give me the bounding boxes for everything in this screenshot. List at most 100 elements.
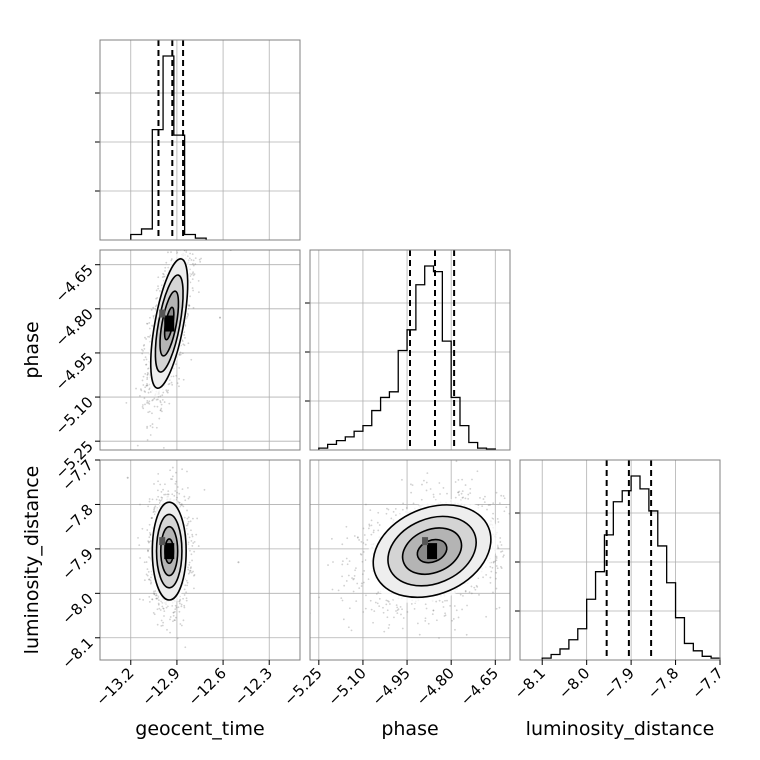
scatter-point [158,499,161,502]
scatter-point [438,482,441,484]
scatter-point [464,497,467,500]
scatter-point [362,611,365,613]
y-tick-label-luminosity_distance: −8.1 [58,634,96,672]
scatter-point [184,584,187,587]
density-cell [159,537,166,546]
hist-luminosity_distance-frame [519,459,721,661]
scatter-point [351,577,353,579]
panel-geocent_time-vs-phase-contents [125,250,232,449]
scatter-point [155,594,158,596]
scatter-point [148,536,151,539]
scatter-point [191,253,194,256]
scatter-point [159,609,162,611]
histogram-bar [613,502,622,660]
scatter-point [153,613,156,616]
scatter-point [148,387,151,390]
scatter-point [439,493,441,495]
scatter-point [148,322,151,324]
scatter-point [178,600,181,603]
scatter-point [471,478,473,481]
scatter-point [167,490,170,493]
scatter-point [150,517,153,520]
scatter-point [155,597,158,600]
scatter-point [193,540,196,543]
scatter-point [410,483,412,486]
scatter-point [451,619,454,622]
scatter-point [146,371,149,374]
scatter-point [143,390,146,393]
scatter-point [495,559,498,562]
scatter-point [146,400,149,402]
scatter-point [499,537,502,539]
histogram-bar [569,640,578,660]
scatter-point [169,631,171,634]
scatter-point [497,547,500,550]
scatter-point [350,629,353,632]
scatter-point [160,624,163,627]
scatter-point [197,279,200,282]
scatter-point [502,555,505,558]
scatter-point [188,571,191,574]
scatter-point [189,569,191,572]
scatter-point [139,388,142,391]
scatter-point [341,543,344,546]
scatter-point [160,496,163,499]
scatter-point [161,605,164,608]
scatter-point [155,289,158,292]
scatter-point [352,578,355,581]
scatter-point [181,352,184,355]
scatter-point [168,382,171,385]
scatter-point [495,571,498,574]
scatter-point [148,578,150,581]
scatter-point [377,511,380,514]
scatter-point [143,561,146,564]
scatter-point [146,373,149,376]
scatter-point [178,610,181,613]
scatter-point [405,507,408,509]
x-axis-label-luminosity_distance: luminosity_distance [526,718,715,740]
scatter-point [377,591,380,594]
scatter-point [531,516,533,518]
histogram-bar [407,330,416,450]
scatter-point [397,608,400,611]
scatter-point [385,599,388,602]
scatter-point [489,581,492,584]
scatter-point [464,484,467,486]
scatter-point [180,624,183,627]
scatter-point [412,502,415,505]
scatter-point [446,492,448,495]
histogram-bar [372,411,381,450]
scatter-point [188,536,191,539]
scatter-point [178,367,181,369]
scatter-point [359,553,362,555]
scatter-point [181,504,183,507]
hist-phase-step [318,265,496,450]
histogram-bar [185,234,196,240]
scatter-point [376,521,379,524]
scatter-point [164,266,167,269]
scatter-point [368,524,371,527]
x-tick-label-phase: −4.65 [457,664,502,709]
scatter-point [183,606,186,609]
scatter-point [185,597,188,600]
scatter-point [424,617,427,620]
scatter-point [162,391,165,394]
scatter-point [192,306,195,309]
scatter-point [497,521,500,523]
scatter-point [147,549,149,552]
scatter-point [156,398,159,401]
scatter-point [146,401,148,404]
scatter-point [189,252,192,255]
scatter-point [176,496,178,499]
scatter-point [462,594,464,597]
scatter-point [146,322,148,325]
scatter-point [495,587,498,590]
scatter-point [148,402,151,405]
histogram-bar [336,441,345,450]
scatter-point [455,460,458,463]
scatter-point [171,478,173,481]
scatter-point [160,491,163,493]
scatter-point [188,304,190,307]
x-tick-label-luminosity_distance: −7.9 [599,664,637,702]
scatter-point [478,594,480,596]
